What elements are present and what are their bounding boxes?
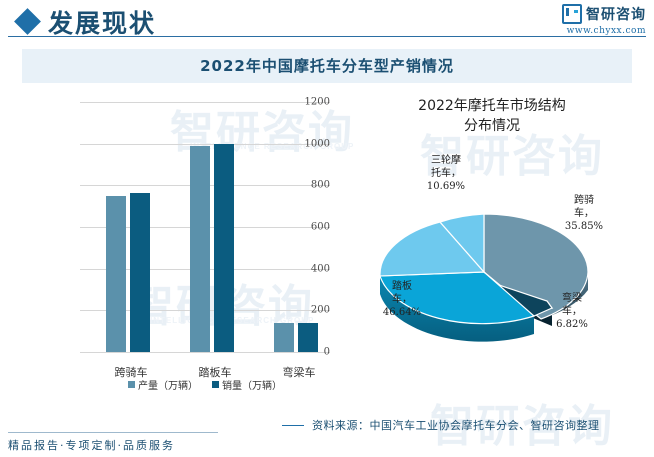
pie-label-wanliang-l2: 车， <box>562 306 582 317</box>
diamond-icon <box>14 8 41 35</box>
y-axis-tick: 200 <box>310 304 330 316</box>
brand-name: 智研咨询 <box>586 6 646 22</box>
pie-chart-title: 2022年摩托车市场结构 分布情况 <box>352 96 632 136</box>
page-header: 发展现状 智研咨询 www.chyxx.com <box>0 0 654 44</box>
x-axis-label: 跨骑车 <box>114 366 148 379</box>
bar-chart: 1200 1000 800 600 400 200 0 跨骑车 踏板车 <box>22 94 352 394</box>
pie-label-sanlun: 三轮摩 托车， 10.69% <box>418 154 474 193</box>
pie-label-kuaqi: 跨骑 车， 35.85% <box>554 194 614 233</box>
legend-item-production[interactable]: 产量（万辆） <box>128 377 198 392</box>
y-axis-tick: 400 <box>310 263 330 275</box>
pie-chart-title-line2: 分布情况 <box>464 118 520 134</box>
pie-slice-sanlun[interactable] <box>379 221 486 277</box>
pie-label-taban-l2: 车， <box>392 294 412 305</box>
brand-url: www.chyxx.com <box>566 26 646 36</box>
pie-side-taban <box>380 276 534 342</box>
y-axis-tick: 1000 <box>304 138 330 150</box>
pie-label-taban-l1: 踏板 <box>392 281 412 292</box>
bar-series-container: 跨骑车 踏板车 弯梁车 <box>80 102 330 379</box>
pie-slice-taban[interactable] <box>379 271 536 325</box>
pie-chart-title-line1: 2022年摩托车市场结构 <box>418 98 566 114</box>
legend-label-production: 产量（万辆） <box>138 381 198 392</box>
bar-sales-wanliang[interactable] <box>298 322 318 352</box>
pie-label-wanliang-l1: 弯梁 <box>562 293 582 304</box>
chart-card-title-bg <box>22 49 632 83</box>
pie-label-kuaqi-l1: 跨骑 <box>574 195 594 206</box>
chart-card: 2022年中国摩托车分车型产销情况 1200 1000 800 600 400 … <box>22 49 632 407</box>
legend-swatch-sales <box>212 381 219 388</box>
page-title: 发展现状 <box>48 9 157 38</box>
x-axis-label: 踏板车 <box>198 366 232 379</box>
pie-label-wanliang: 弯梁 车， 6.82% <box>542 292 602 331</box>
brand-mark-icon <box>562 4 582 24</box>
y-axis-tick: 800 <box>310 179 330 191</box>
header-divider <box>8 36 646 37</box>
bar-sales-taban[interactable] <box>214 143 234 352</box>
pie-label-wanliang-pct: 6.82% <box>556 319 588 330</box>
pie-svg <box>379 213 589 342</box>
legend-item-sales[interactable]: 销量（万辆） <box>212 377 282 392</box>
source-note: 资料来源：中国汽车工业协会摩托车分会、智研咨询整理 <box>312 419 600 432</box>
pie-slice-sanlun-b[interactable] <box>438 213 485 274</box>
pie-label-kuaqi-l2: 车， <box>574 208 594 219</box>
bar-production-kuaqi[interactable] <box>106 195 126 352</box>
y-axis-tick: 600 <box>310 221 330 233</box>
bar-sales-kuaqi[interactable] <box>130 192 150 352</box>
pie-label-kuaqi-pct: 35.85% <box>564 221 604 232</box>
y-axis-tick: 1200 <box>304 96 330 108</box>
source-dash <box>282 425 304 426</box>
legend-swatch-production <box>128 381 135 388</box>
pie-label-sanlun-pct: 10.69% <box>426 181 466 192</box>
pie-label-sanlun-l2: 托车， <box>431 168 461 179</box>
x-axis-label: 弯梁车 <box>282 366 316 379</box>
pie-graphic <box>366 204 596 354</box>
footer-tagline: 精品报告·专项定制·品质服务 <box>8 439 175 452</box>
pie-label-sanlun-l1: 三轮摩 <box>431 155 461 166</box>
legend-label-sales: 销量（万辆） <box>222 381 282 392</box>
bar-production-wanliang[interactable] <box>274 322 294 352</box>
pie-label-taban-pct: 46.64% <box>382 307 422 318</box>
pie-chart: 2022年摩托车市场结构 分布情况 <box>352 94 632 394</box>
bar-production-taban[interactable] <box>190 146 210 352</box>
brand-logo: 智研咨询 www.chyxx.com <box>562 4 646 36</box>
footer-divider <box>8 432 218 433</box>
chart-card-title: 2022年中国摩托车分车型产销情况 <box>200 57 454 75</box>
pie-label-taban: 踏板 车， 46.64% <box>374 280 430 319</box>
y-axis-tick: 0 <box>323 346 330 358</box>
bar-chart-legend: 产量（万辆） 销量（万辆） <box>80 377 330 392</box>
